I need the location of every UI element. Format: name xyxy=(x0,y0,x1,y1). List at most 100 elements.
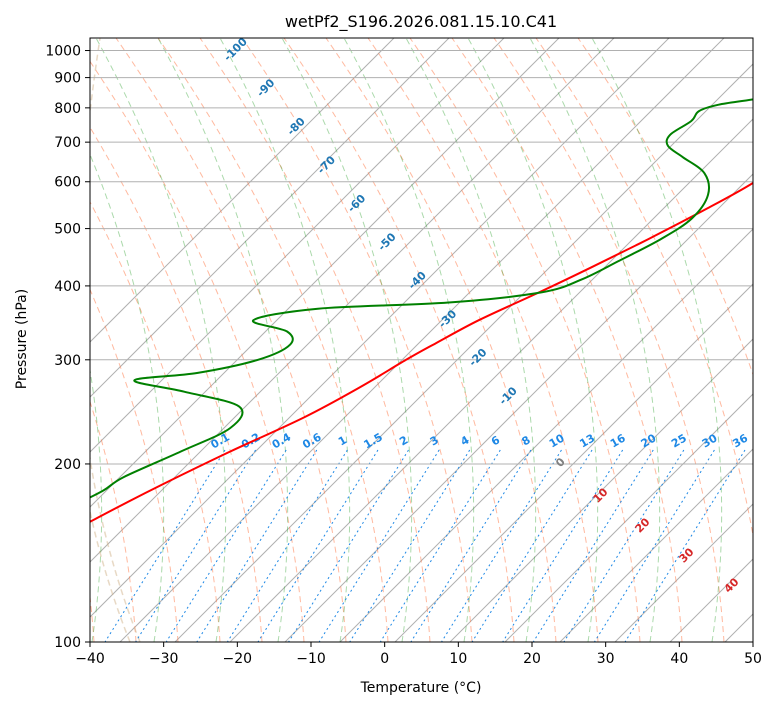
isotherm-label: -70 xyxy=(315,153,338,176)
skewed-isotherm-line xyxy=(394,283,753,642)
moist-adiabat-line xyxy=(90,367,103,642)
y-tick-label: 100 xyxy=(54,635,81,651)
mixing-ratio-label: 30 xyxy=(700,431,720,450)
isotherm-label: -60 xyxy=(345,192,368,215)
skewed-isotherm-line xyxy=(90,38,395,343)
isotherm-label: -50 xyxy=(375,230,398,253)
skewed-isotherm-line xyxy=(614,503,753,642)
mixing-ratio-line xyxy=(165,449,287,642)
mixing-ratio-label: 3 xyxy=(428,433,441,448)
x-tick-label: 0 xyxy=(380,651,389,667)
y-axis-title: Pressure (hPa) xyxy=(14,289,30,389)
tan-reference-curve xyxy=(90,38,141,642)
skewed-isotherm-line xyxy=(339,228,753,642)
skewed-isotherm-line xyxy=(90,38,615,563)
skewed-isotherm-line xyxy=(724,613,753,642)
skewed-isotherm-line xyxy=(119,38,725,642)
mixing-ratio-label: 25 xyxy=(669,432,689,451)
mixing-ratio-line xyxy=(563,449,685,642)
y-tick-label: 900 xyxy=(54,71,81,87)
dry-adiabat-line xyxy=(493,38,725,642)
x-tick-label: −10 xyxy=(296,651,326,667)
mixing-ratio-line xyxy=(349,449,471,642)
y-tick-label: 700 xyxy=(54,135,81,151)
mixing-ratio-label: 13 xyxy=(577,432,597,451)
isotherm-label: -80 xyxy=(285,115,308,138)
dry-adiabat-line xyxy=(199,38,431,642)
y-tick-label: 800 xyxy=(54,101,81,117)
mixing-ratio-line xyxy=(318,449,440,642)
tan-reference-curve xyxy=(90,38,131,642)
isotherm-positive-label: 10 xyxy=(591,485,611,505)
y-tick-label: 300 xyxy=(54,353,81,369)
mixing-ratio-line xyxy=(471,449,593,642)
dry-adiabat-line xyxy=(241,38,473,642)
temperature-profile-line xyxy=(90,181,753,523)
dry-adiabat-line xyxy=(535,38,753,539)
skewed-isotherm-line xyxy=(449,338,753,642)
x-tick-label: 20 xyxy=(523,651,541,667)
skewed-isotherm-line xyxy=(174,63,753,642)
mixing-ratio-label: 10 xyxy=(547,431,567,450)
plot-frame xyxy=(89,37,754,643)
mixing-ratio-label: 1.5 xyxy=(361,430,384,451)
x-tick-label: 30 xyxy=(597,651,615,667)
dewpoint-profile-line xyxy=(90,98,753,499)
moist-adiabat-line xyxy=(467,38,599,642)
isotherm-label: -20 xyxy=(466,346,489,369)
moist-adiabat-line xyxy=(405,38,537,642)
x-tick-label: −40 xyxy=(75,651,105,667)
profile-series xyxy=(90,98,753,523)
isotherm-positive-label: 40 xyxy=(722,575,742,595)
isotherm-positive-label: 0 xyxy=(553,455,568,470)
dry-adiabat-line xyxy=(157,38,389,642)
mixing-ratio-line xyxy=(593,449,715,642)
skewed-isotherm-line xyxy=(229,118,753,642)
dry-adiabat-line xyxy=(90,400,137,642)
dry-adiabat-line xyxy=(409,38,641,642)
x-tick-label: 50 xyxy=(744,651,762,667)
mixing-ratio-line xyxy=(196,449,318,642)
dry-adiabat-line xyxy=(0,38,10,642)
dry-adiabat-line xyxy=(325,38,557,642)
mixing-ratio-label: 0.6 xyxy=(300,430,324,451)
dry-adiabat-line xyxy=(90,288,179,642)
skewed-isotherm-line xyxy=(504,393,753,642)
axes: −40 −30 −20 −10 0 10 20 30 40 5010020030040050060… xyxy=(45,44,762,667)
mixing-ratio-line xyxy=(502,449,624,642)
y-tick-label: 200 xyxy=(54,457,81,473)
x-tick-label: −30 xyxy=(149,651,179,667)
isotherm-label: -30 xyxy=(436,307,459,330)
mixing-ratio-label: 4 xyxy=(458,433,471,448)
isobar-grid xyxy=(90,50,753,643)
mixing-ratio-label: 36 xyxy=(730,431,750,450)
isotherm-label: -40 xyxy=(406,269,429,292)
skewed-isotherm-line xyxy=(284,173,753,642)
moist-adiabat-line xyxy=(343,38,475,642)
isotherm-positive-label: 30 xyxy=(677,545,697,565)
x-axis-title: Temperature (°C) xyxy=(360,680,482,696)
moist-adiabat-line xyxy=(95,38,227,642)
skewed-isotherm-line xyxy=(90,38,670,618)
isotherm-positive-label: 20 xyxy=(633,515,653,535)
background-lines xyxy=(0,38,753,642)
skewed-isotherm-line xyxy=(90,38,505,453)
mixing-ratio-line xyxy=(379,449,501,642)
mixing-ratio-line xyxy=(410,449,532,642)
moist-adiabat-line xyxy=(529,38,661,642)
moist-adiabat-line xyxy=(591,38,723,642)
mixing-ratio-label: 6 xyxy=(489,433,502,448)
skewed-isotherm-line xyxy=(90,38,560,508)
line-annotations: -100-90-80-70-60-50-40-30-20-100.1 0.2 0.4… xyxy=(209,35,751,596)
dry-adiabat-line xyxy=(451,38,683,642)
mixing-ratio-line xyxy=(441,449,562,642)
isotherm-label: -10 xyxy=(497,384,520,407)
dry-adiabat-line xyxy=(90,126,263,642)
dry-adiabat-line xyxy=(90,60,305,642)
moist-adiabat-line xyxy=(219,38,351,642)
y-tick-label: 1000 xyxy=(45,44,81,60)
y-tick-label: 500 xyxy=(54,222,81,238)
mixing-ratio-line xyxy=(257,449,379,642)
